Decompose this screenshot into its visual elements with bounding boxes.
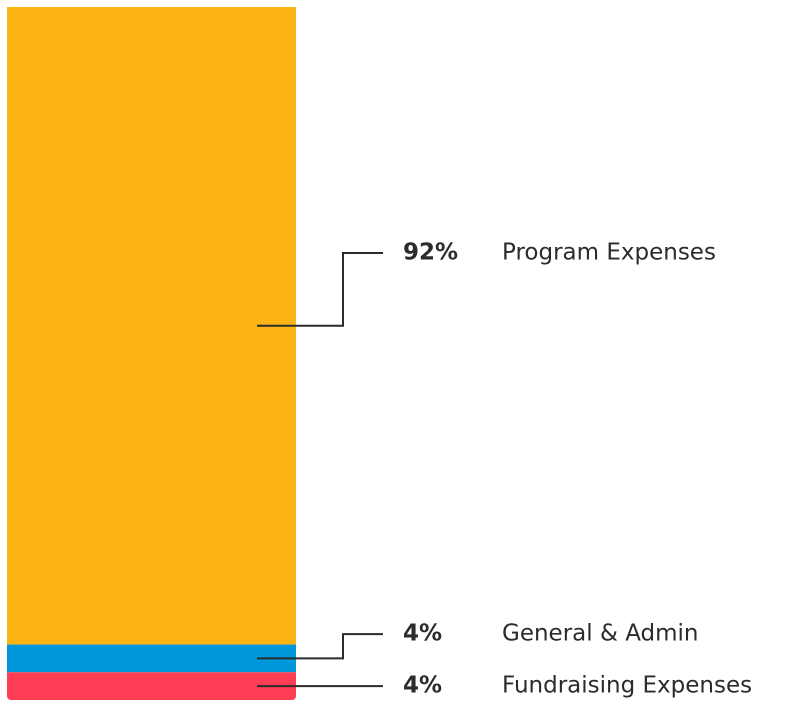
stacked-bar (7, 7, 296, 700)
category-label-general-admin: General & Admin (502, 621, 699, 647)
leader-line-general-admin (257, 633, 383, 660)
leader-lines (257, 252, 383, 688)
bar-segment-program-expenses (7, 7, 296, 645)
segment-labels: 92% Program Expenses 4% General & Admin 4% Fu… (403, 240, 752, 699)
category-label-fundraising-expenses: Fundraising Expenses (502, 673, 752, 699)
bar-segment-general-admin (7, 644, 296, 673)
leader-line-program-expenses (257, 252, 383, 327)
category-label-program-expenses: Program Expenses (502, 240, 716, 266)
data-label-program-expenses: 92% (403, 240, 458, 266)
data-label-fundraising-expenses: 4% (403, 673, 442, 699)
data-label-general-admin: 4% (403, 621, 442, 647)
bar-segment-fundraising-expenses (7, 672, 296, 700)
